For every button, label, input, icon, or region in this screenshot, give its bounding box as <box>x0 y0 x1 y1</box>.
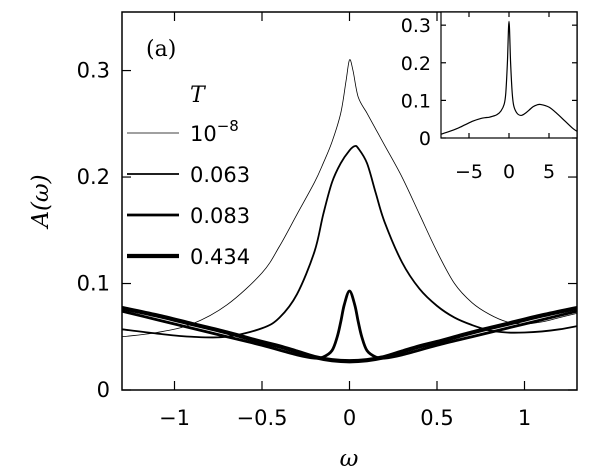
main-xtick-label: 0.5 <box>420 406 453 430</box>
panel-label: (a) <box>146 37 176 62</box>
main-series-line-1 <box>122 59 577 338</box>
inset-ytick-label: 0.2 <box>401 53 431 75</box>
x-axis-label: ω <box>340 446 359 472</box>
main-xtick-label: 1 <box>518 406 531 430</box>
inset-ytick-label: 0.3 <box>401 15 431 37</box>
main-curves <box>122 59 577 364</box>
inset-ytick-label: 0 <box>419 128 431 150</box>
main-ytick-label: 0.2 <box>77 165 110 189</box>
main-ytick-label: 0.3 <box>77 59 110 83</box>
main-ticks: −1 −0.5 0 0.5 100.10.20.3 <box>77 12 577 430</box>
inset-background <box>441 12 577 138</box>
inset-curves <box>441 20 577 135</box>
main-xtick-label: −1 <box>159 406 190 430</box>
inset-xtick-label: −5 <box>455 161 483 183</box>
legend-label-series-4: 0.434 <box>190 245 250 269</box>
legend-label-series-3: 0.083 <box>190 204 250 228</box>
main-xtick-label: 0 <box>343 406 356 430</box>
legend-title: T <box>190 83 207 108</box>
main-ytick-label: 0 <box>97 378 110 402</box>
main-series-line-4 <box>122 305 577 364</box>
legend-label-series-1-base: 10 <box>190 122 217 146</box>
legend-label-series-1: 10−8 <box>190 117 239 146</box>
main-series-line-3 <box>122 289 577 360</box>
legend-label-series-2: 0.063 <box>190 163 250 187</box>
inset-xtick-label: 0 <box>503 161 515 183</box>
inset-series-line-1 <box>441 20 577 135</box>
inset-xtick-label: 5 <box>543 161 555 183</box>
legend-label-series-1-exponent: −8 <box>217 117 239 135</box>
y-axis-label: A(ω) <box>28 174 54 229</box>
inset-ticks: −5 0 5 0 0.1 0.2 0.3 <box>401 12 577 183</box>
main-xtick-label: −0.5 <box>237 406 288 430</box>
inset-ytick-label: 0.1 <box>401 90 431 112</box>
legend: T 10−8 0.063 0.083 0.434 <box>127 83 250 269</box>
main-ytick-label: 0.1 <box>77 272 110 296</box>
